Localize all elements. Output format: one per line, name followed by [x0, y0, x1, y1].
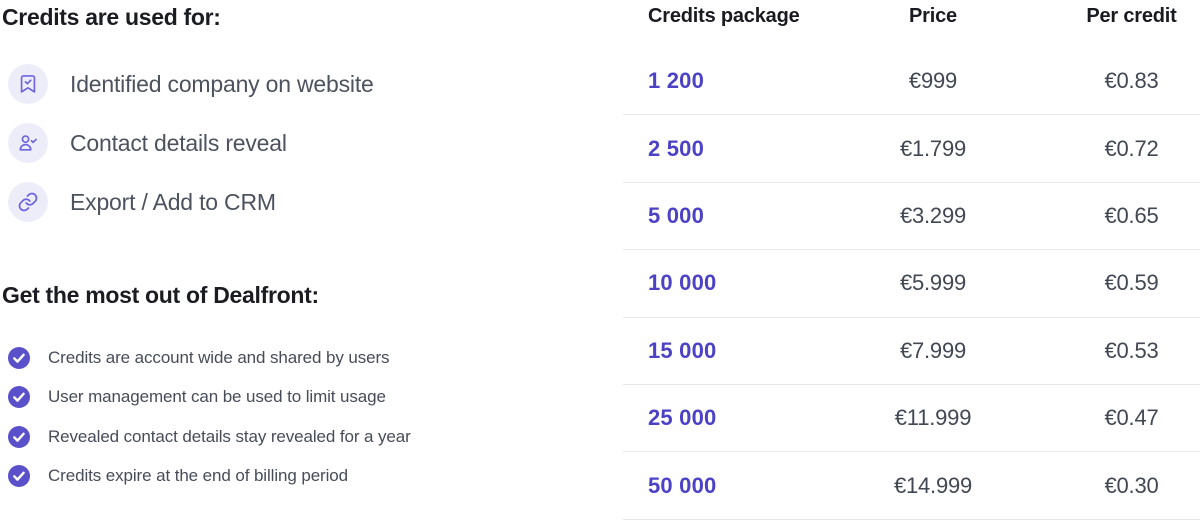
check-circle-icon — [8, 465, 30, 487]
package-link[interactable]: 2 500 — [648, 135, 705, 161]
package-link[interactable]: 1 200 — [648, 68, 705, 94]
package-link[interactable]: 15 000 — [648, 337, 717, 363]
credits-pricing-table: Credits package Price Per credit 1 200 €… — [623, 0, 1200, 520]
price-value: €11.999 — [894, 405, 972, 431]
price-value: €3.299 — [899, 202, 967, 228]
per-credit-value: €0.65 — [1104, 202, 1159, 228]
usage-item-export-crm: Export / Add to CRM — [8, 182, 276, 222]
column-header-price: Price — [909, 5, 957, 27]
price-value: €999 — [908, 68, 958, 94]
bookmark-check-icon — [8, 64, 48, 104]
package-link[interactable]: 50 000 — [648, 472, 717, 498]
benefit-item: Credits are account wide and shared by u… — [8, 347, 390, 369]
benefit-label: User management can be used to limit usa… — [48, 387, 386, 406]
usage-item-identified-company: Identified company on website — [8, 64, 374, 104]
table-row: 2 500 €1.799 €0.72 — [623, 115, 1200, 183]
per-credit-value: €0.53 — [1104, 337, 1159, 363]
benefit-item: Credits expire at the end of billing per… — [8, 465, 348, 487]
check-circle-icon — [8, 426, 30, 448]
column-header-credits-package: Credits package — [648, 5, 800, 27]
per-credit-value: €0.83 — [1104, 68, 1159, 94]
benefit-item: User management can be used to limit usa… — [8, 386, 386, 408]
user-check-icon — [8, 123, 48, 163]
price-value: €14.999 — [893, 472, 973, 498]
table-header-row: Credits package Price Per credit — [623, 0, 1200, 48]
usage-item-label: Identified company on website — [70, 70, 374, 97]
package-link[interactable]: 5 000 — [648, 202, 705, 228]
check-circle-icon — [8, 386, 30, 408]
column-header-per-credit: Per credit — [1086, 5, 1177, 27]
per-credit-value: €0.72 — [1104, 135, 1159, 161]
benefit-item: Revealed contact details stay revealed f… — [8, 426, 411, 448]
per-credit-value: €0.30 — [1104, 472, 1159, 498]
usage-item-label: Contact details reveal — [70, 129, 287, 156]
usage-section-title: Credits are used for: — [2, 4, 221, 30]
benefit-label: Credits are account wide and shared by u… — [48, 348, 390, 367]
per-credit-value: €0.59 — [1104, 270, 1159, 296]
table-row: 1 200 €999 €0.83 — [623, 48, 1200, 116]
table-row: 50 000 €14.999 €0.30 — [623, 452, 1200, 520]
price-value: €5.999 — [899, 270, 967, 296]
package-link[interactable]: 10 000 — [648, 270, 717, 296]
table-row: 25 000 €11.999 €0.47 — [623, 385, 1200, 453]
benefits-section-title: Get the most out of Dealfront: — [2, 282, 319, 308]
package-link[interactable]: 25 000 — [648, 405, 717, 431]
check-circle-icon — [8, 347, 30, 369]
table-row: 5 000 €3.299 €0.65 — [623, 183, 1200, 251]
price-value: €7.999 — [899, 337, 967, 363]
usage-item-contact-reveal: Contact details reveal — [8, 123, 287, 163]
table-row: 15 000 €7.999 €0.53 — [623, 318, 1200, 385]
price-value: €1.799 — [899, 135, 967, 161]
usage-item-label: Export / Add to CRM — [70, 188, 276, 215]
link-icon — [8, 182, 48, 222]
benefit-label: Revealed contact details stay revealed f… — [48, 427, 411, 446]
table-row: 10 000 €5.999 €0.59 — [623, 250, 1200, 318]
per-credit-value: €0.47 — [1104, 405, 1159, 431]
benefit-label: Credits expire at the end of billing per… — [48, 466, 348, 485]
